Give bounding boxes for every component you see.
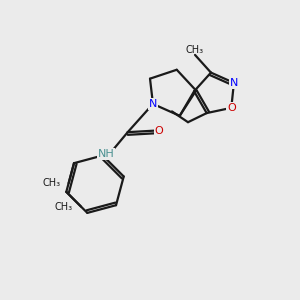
Text: N: N [230,78,238,88]
Text: CH₃: CH₃ [186,45,204,55]
Text: N: N [149,99,157,109]
Text: O: O [155,126,164,136]
Text: CH₃: CH₃ [42,178,60,188]
Text: CH₃: CH₃ [55,202,73,212]
Text: NH: NH [98,149,114,159]
Text: O: O [227,103,236,113]
